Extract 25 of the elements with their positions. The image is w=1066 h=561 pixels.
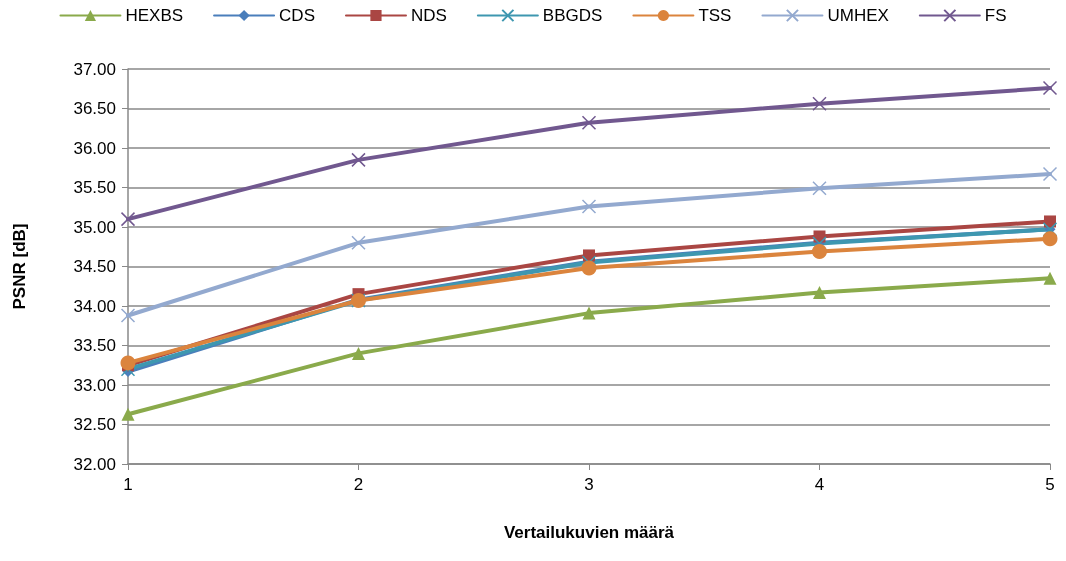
x-tick-label: 2 — [353, 475, 364, 494]
legend-label: FS — [984, 6, 1007, 25]
x-tick-label: 4 — [814, 475, 825, 494]
y-tick-label: 33.00 — [73, 375, 116, 395]
legend-label: CDS — [279, 6, 315, 25]
legend-label: BBGDS — [542, 6, 603, 25]
y-axis-title: PSNR [dB] — [10, 223, 29, 310]
x-tick-label: 1 — [123, 475, 133, 494]
y-tick-label: 33.50 — [73, 336, 116, 355]
x-axis-title: Vertailukuvien määrä — [503, 523, 675, 542]
legend-label: HEXBS — [125, 6, 184, 25]
y-tick-label: 35.00 — [73, 217, 116, 237]
y-tick-label: 34.50 — [73, 257, 116, 276]
legend-label: TSS — [698, 6, 732, 25]
y-tick-label: 36.00 — [73, 138, 116, 158]
legend-label: NDS — [410, 6, 447, 25]
y-tick-label: 32.00 — [73, 454, 116, 474]
y-tick-label: 37.00 — [73, 59, 116, 79]
y-tick-label: 34.00 — [73, 296, 116, 316]
x-tick-label: 5 — [1045, 475, 1055, 494]
legend-label: UMHEX — [827, 6, 889, 25]
y-tick-label: 35.50 — [73, 178, 116, 197]
y-tick-label: 32.50 — [73, 415, 116, 434]
y-tick-label: 36.50 — [73, 99, 116, 118]
x-tick-label: 3 — [584, 475, 594, 494]
